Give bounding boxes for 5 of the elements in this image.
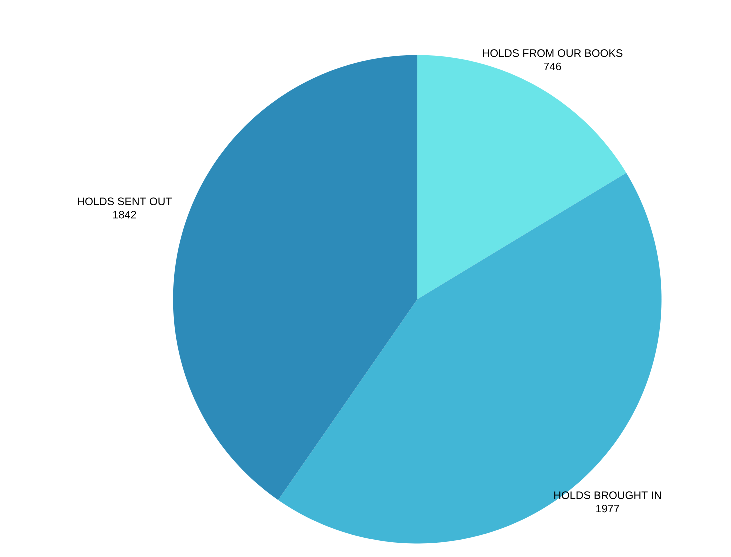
data-label: 1842 bbox=[114, 211, 136, 219]
slice-label: HOLDS FROM OUR BOOKS bbox=[483, 50, 623, 58]
data-label: 1977 bbox=[596, 505, 620, 513]
data-label: 746 bbox=[544, 63, 562, 71]
slice-label: HOLDS SENT OUT bbox=[78, 198, 172, 206]
